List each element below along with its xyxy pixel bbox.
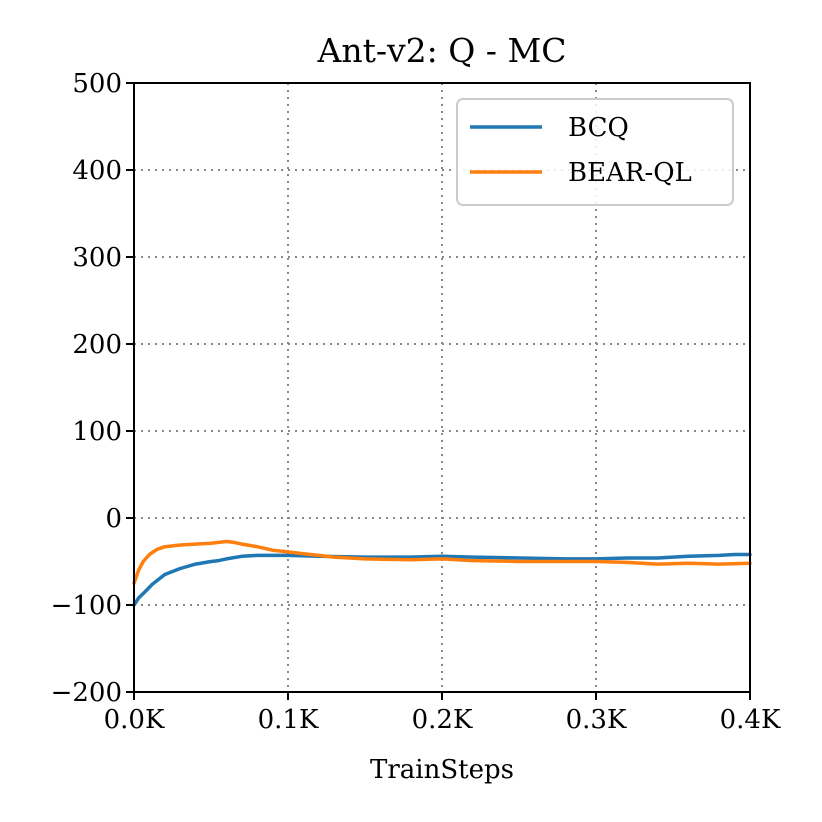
x-tick-label: 0.3K [566, 705, 627, 735]
y-tick-label: 200 [72, 330, 122, 360]
y-tick-labels: −200 −100 0 100 200 300 400 500 [51, 69, 122, 708]
y-tick-label: −100 [51, 591, 122, 621]
grid-lines [134, 83, 750, 692]
chart-title: Ant-v2: Q - MC [317, 31, 567, 70]
x-tick-label: 0.1K [258, 705, 319, 735]
series-line-bcq [132, 552, 752, 607]
x-tick-label: 0.0K [104, 705, 165, 735]
series-line-bear-ql [132, 539, 752, 586]
legend-label-bear-ql: BEAR-QL [568, 158, 692, 188]
y-tick-label: 100 [72, 417, 122, 447]
legend-label-bcq: BCQ [568, 113, 629, 143]
legend: BCQ BEAR-QL [456, 98, 734, 206]
x-tick-label: 0.4K [720, 705, 781, 735]
x-tick-label: 0.2K [412, 705, 473, 735]
series-lines [132, 539, 752, 607]
y-tick-label: 400 [72, 156, 122, 186]
y-tick-label: −200 [51, 678, 122, 708]
y-tick-label: 300 [72, 243, 122, 273]
y-tick-label: 500 [72, 69, 122, 99]
axis-ticks [126, 82, 751, 700]
x-tick-labels: 0.0K 0.1K 0.2K 0.3K 0.4K [104, 705, 781, 735]
y-tick-label: 0 [105, 504, 122, 534]
x-axis-label: TrainSteps [370, 755, 514, 785]
